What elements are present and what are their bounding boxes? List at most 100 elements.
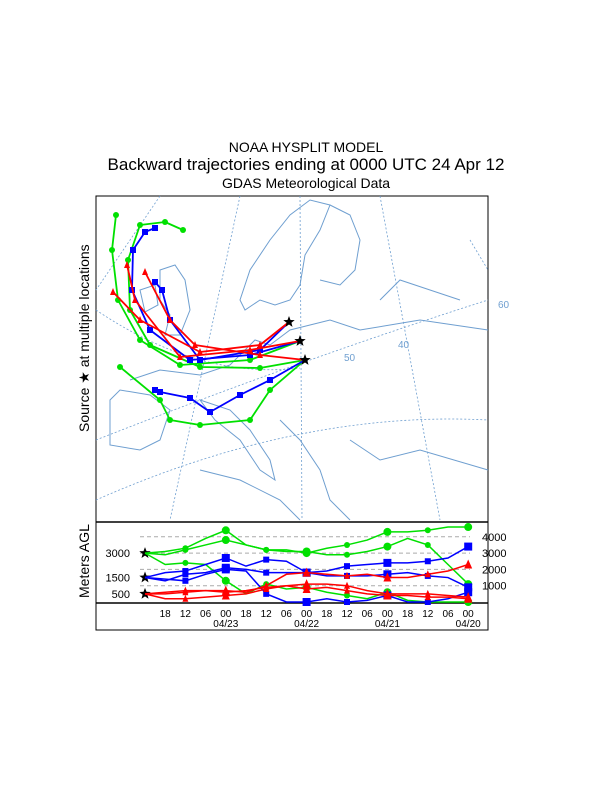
trajectory-green	[117, 359, 306, 428]
x-tick-label: 12	[341, 609, 353, 620]
triangle-marker	[302, 567, 311, 577]
trajectory-red	[124, 261, 301, 360]
square-marker	[237, 392, 243, 398]
circle-marker	[383, 527, 392, 536]
triangle-marker	[124, 261, 130, 268]
x-tick-label: 12	[261, 609, 273, 620]
circle-marker	[182, 559, 189, 566]
circle-marker	[257, 365, 263, 371]
square-marker	[182, 568, 189, 575]
square-marker	[464, 542, 473, 551]
trajectory-red	[110, 288, 290, 355]
grid-label-40: 40	[398, 340, 410, 351]
circle-marker	[180, 227, 186, 233]
x-tick-label: 06	[442, 609, 454, 620]
circle-marker	[137, 222, 143, 228]
triangle-marker	[197, 348, 203, 355]
square-marker	[247, 352, 253, 358]
triangle-marker	[344, 571, 350, 579]
circle-marker	[344, 592, 350, 599]
square-marker	[424, 558, 431, 565]
x-tick-label: 00	[463, 609, 475, 620]
square-marker	[157, 389, 163, 395]
source-star-icon	[299, 354, 311, 365]
triangle-marker	[344, 581, 350, 589]
circle-marker	[157, 397, 163, 403]
x-tick-label: 12	[422, 609, 434, 620]
square-marker	[221, 565, 230, 574]
grid-label-50: 50	[344, 353, 356, 364]
square-marker	[152, 279, 158, 285]
coastlines	[109, 199, 489, 521]
grid-label-60: 60	[498, 300, 510, 311]
square-marker	[267, 377, 273, 383]
square-marker	[263, 590, 270, 597]
square-marker	[221, 553, 230, 562]
square-marker	[182, 571, 189, 578]
square-marker	[159, 287, 165, 293]
circle-marker	[109, 247, 115, 253]
x-tick-label: 18	[240, 609, 252, 620]
date-label: 04/21	[375, 619, 400, 630]
trajectory-line	[126, 264, 301, 358]
title-main: Backward trajectories ending at 0000 UTC…	[107, 155, 505, 174]
square-marker	[197, 357, 203, 363]
x-tick-label: 18	[402, 609, 414, 620]
square-marker	[152, 387, 158, 393]
x-tick-label: 12	[180, 609, 192, 620]
x-tick-label: 06	[200, 609, 212, 620]
triangle-marker	[137, 316, 143, 323]
date-label: 04/20	[456, 619, 481, 630]
circle-marker	[162, 219, 168, 225]
right-tick-label: 2000	[482, 564, 506, 576]
x-tick-label: 00	[220, 609, 232, 620]
triangle-marker	[464, 559, 473, 569]
right-tick-label: 3000	[482, 548, 506, 560]
height-axis-label: Meters AGL	[76, 524, 92, 598]
circle-marker	[182, 546, 189, 553]
x-tick-label: 06	[281, 609, 293, 620]
square-marker	[344, 563, 350, 570]
triangle-marker	[132, 296, 138, 303]
triangle-marker	[302, 583, 311, 593]
square-marker	[152, 225, 158, 231]
date-label: 04/22	[294, 619, 319, 630]
square-marker	[147, 327, 153, 333]
triangle-marker	[257, 341, 263, 348]
square-marker	[187, 395, 193, 401]
square-marker	[182, 577, 189, 584]
circle-marker	[247, 417, 253, 423]
trajectory-blue	[152, 359, 306, 415]
x-tick-label: 00	[301, 609, 313, 620]
circle-marker	[221, 536, 230, 545]
triangle-marker	[182, 586, 189, 594]
square-marker	[263, 556, 270, 563]
height-series	[144, 523, 473, 606]
height-red-500-c	[144, 583, 473, 603]
square-marker	[257, 347, 263, 353]
title-model: NOAA HYSPLIT MODEL	[228, 139, 384, 155]
x-tick-label: 06	[362, 609, 374, 620]
circle-marker	[464, 523, 473, 532]
triangle-marker	[424, 593, 431, 601]
triangle-marker	[167, 316, 173, 323]
x-tick-label: 18	[160, 609, 172, 620]
trajectories	[109, 212, 311, 428]
start-height-label: 1500	[106, 573, 130, 585]
square-marker	[263, 569, 270, 576]
triangle-marker	[257, 351, 263, 358]
triangle-marker	[192, 341, 198, 348]
circle-marker	[247, 357, 253, 363]
trajectory-red	[142, 268, 306, 361]
triangle-marker	[182, 594, 189, 602]
circle-marker	[424, 527, 431, 534]
trajectory-green	[109, 212, 301, 368]
start-height-label: 3000	[106, 548, 130, 560]
square-marker	[424, 599, 431, 605]
square-marker	[344, 599, 350, 605]
map-side-label: Source ★ at multiple locations	[76, 244, 92, 432]
circle-marker	[424, 541, 431, 548]
